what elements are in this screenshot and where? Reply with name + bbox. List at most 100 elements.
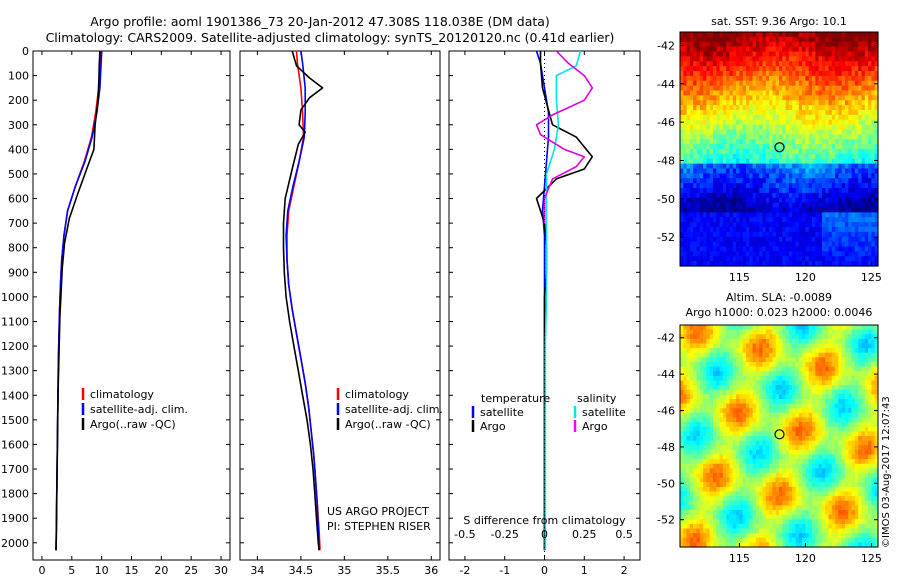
heatmap-cell — [818, 144, 823, 150]
heatmap-cell — [772, 90, 777, 96]
heatmap-cell — [864, 32, 869, 38]
heatmap-cell — [831, 445, 836, 451]
heatmap-cell — [693, 431, 698, 437]
heatmap-cell — [686, 178, 691, 184]
heatmap-cell — [788, 449, 793, 456]
heatmap-cell — [742, 114, 747, 121]
heatmap-cell — [716, 412, 721, 419]
heatmap-cell — [795, 134, 800, 140]
heatmap-cell — [762, 385, 767, 391]
heatmap-cell — [716, 124, 721, 131]
heatmap-cell — [680, 403, 684, 409]
heatmap-cell — [686, 246, 691, 252]
heatmap-cell — [871, 227, 876, 233]
heatmap-cell — [722, 158, 727, 165]
heatmap-cell — [798, 389, 803, 395]
heatmap-cell — [703, 459, 707, 465]
heatmap-cell — [703, 173, 707, 179]
heatmap-cell — [719, 431, 724, 437]
heatmap-cell — [769, 445, 773, 451]
heatmap-cell — [729, 366, 734, 372]
heatmap-cell — [739, 348, 744, 354]
heatmap-cell — [729, 51, 734, 57]
heatmap-cell — [798, 173, 803, 179]
heatmap-cell — [709, 153, 714, 160]
heatmap-cell — [775, 188, 780, 194]
heatmap-cell — [825, 403, 830, 409]
heatmap-cell — [848, 459, 853, 465]
heatmap-cell — [706, 149, 711, 155]
heatmap-cell — [798, 445, 803, 451]
heatmap-cell — [818, 178, 823, 184]
heatmap-cell — [759, 231, 764, 238]
heatmap-cell — [825, 119, 830, 126]
heatmap-cell — [821, 236, 826, 243]
heatmap-cell — [821, 227, 826, 233]
heatmap-cell — [798, 80, 803, 87]
heatmap-cell — [858, 366, 863, 372]
heatmap-cell — [782, 192, 787, 199]
heatmap-cell — [845, 385, 849, 391]
heatmap-cell — [765, 251, 770, 257]
heatmap-cell — [854, 241, 859, 248]
heatmap-cell — [749, 362, 754, 368]
heatmap-cell — [726, 352, 731, 358]
heatmap-cell — [749, 217, 754, 223]
heatmap-cell — [772, 251, 777, 257]
heatmap-cell — [828, 459, 833, 465]
heatmap-cell — [812, 227, 816, 233]
plot-frame — [32, 50, 231, 561]
heatmap-cell — [782, 163, 787, 170]
heatmap-cell — [812, 153, 816, 160]
heatmap-cell — [722, 334, 727, 340]
heatmap-cell — [769, 357, 773, 363]
heatmap-cell — [775, 80, 780, 87]
heatmap-cell — [689, 178, 694, 184]
heatmap-cell — [795, 412, 800, 419]
heatmap-cell — [769, 343, 773, 349]
heatmap-cell — [795, 46, 800, 53]
heatmap-cell — [752, 61, 757, 67]
heatmap-cell — [716, 445, 721, 451]
heatmap-cell — [739, 385, 744, 391]
heatmap-cell — [696, 440, 701, 446]
heatmap-cell — [686, 445, 691, 451]
heatmap-cell — [835, 32, 839, 38]
heatmap-cell — [818, 343, 823, 349]
heatmap-cell — [716, 46, 721, 53]
heatmap-cell — [706, 348, 711, 354]
heatmap-cell — [818, 163, 823, 170]
heatmap-cell — [851, 188, 856, 194]
heatmap-cell — [808, 168, 813, 174]
heatmap-cell — [864, 325, 869, 331]
heatmap-cell — [762, 343, 767, 349]
heatmap-cell — [841, 124, 846, 131]
heatmap-cell — [769, 85, 773, 92]
heatmap-cell — [742, 251, 747, 257]
heatmap-cell — [709, 463, 714, 469]
heatmap-cell — [868, 399, 872, 405]
heatmap-cell — [802, 173, 806, 179]
heatmap-cell — [762, 227, 767, 233]
heatmap-cell — [868, 149, 872, 155]
heatmap-cell — [818, 246, 823, 252]
heatmap-cell — [755, 51, 760, 57]
heatmap-cell — [864, 399, 869, 405]
heatmap-cell — [802, 51, 806, 57]
heatmap-cell — [851, 399, 856, 405]
heatmap-cell — [696, 134, 701, 140]
heatmap-cell — [802, 207, 806, 213]
x-tick-label: 0 — [541, 564, 548, 577]
heatmap-cell — [874, 440, 879, 446]
heatmap-cell — [798, 61, 803, 67]
heatmap-cell — [838, 431, 843, 437]
heatmap-cell — [699, 188, 704, 194]
heatmap-cell — [785, 338, 790, 345]
heatmap-cell — [864, 75, 869, 82]
heatmap-cell — [788, 329, 793, 335]
heatmap-cell — [703, 149, 707, 155]
heatmap-cell — [785, 325, 790, 331]
heatmap-cell — [729, 85, 734, 92]
heatmap-cell — [775, 366, 780, 372]
heatmap-cell — [792, 163, 797, 170]
